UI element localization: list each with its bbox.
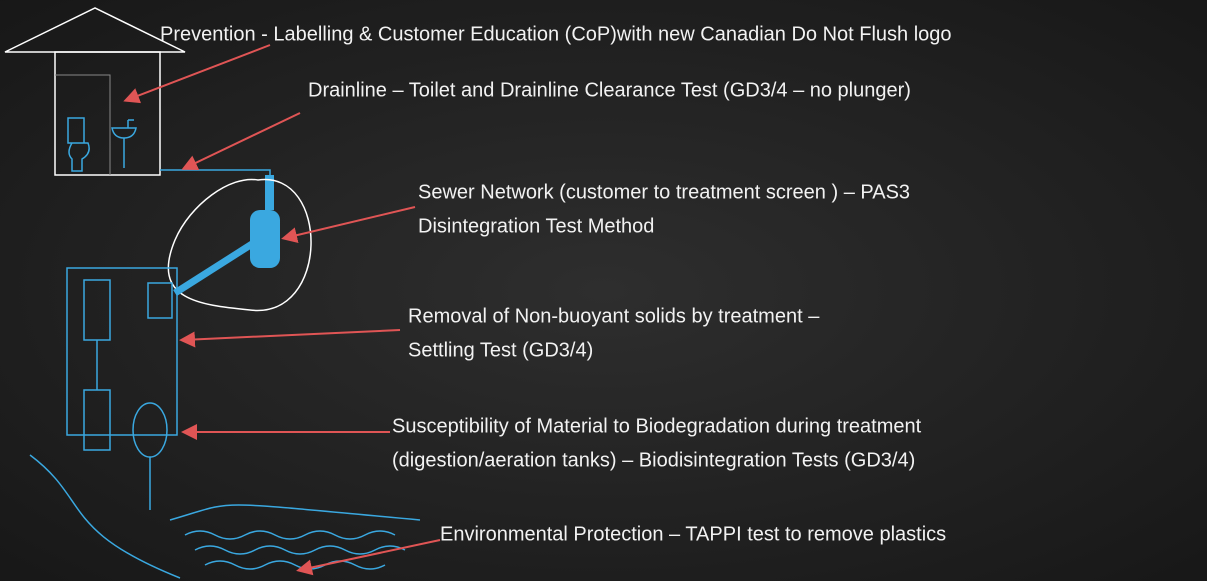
treatment [66,267,178,510]
annotation-text: Settling Test (GD3/4) [408,339,593,361]
annotation-text: Disintegration Test Method [418,215,654,237]
house [4,7,186,176]
river [29,454,421,579]
annotation-text: Removal of Non-buoyant solids by treatme… [408,305,820,327]
sewer [160,169,312,311]
annotation-text: (digestion/aeration tanks) – Biodisinteg… [392,449,915,471]
annotation-text: Prevention - Labelling & Customer Educat… [160,23,952,45]
arrows [123,44,441,576]
annotation-text: Drainline – Toilet and Drainline Clearan… [308,79,911,101]
annotation-text: Sewer Network (customer to treatment scr… [418,181,910,203]
annotation-text: Environmental Protection – TAPPI test to… [440,523,946,545]
annotation-text: Susceptibility of Material to Biodegrada… [392,415,922,437]
